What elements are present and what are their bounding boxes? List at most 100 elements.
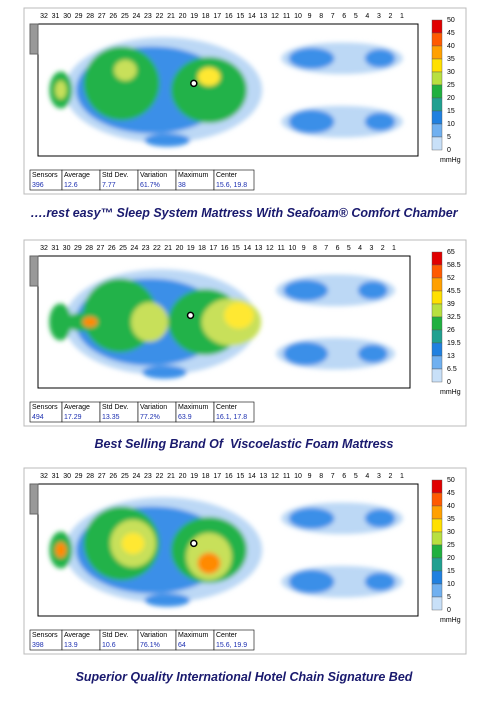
stats-value: 396 bbox=[32, 182, 44, 189]
column-label: 14 bbox=[248, 13, 256, 20]
stats-header: Sensors bbox=[32, 172, 58, 179]
pressure-blob bbox=[197, 552, 221, 574]
stats-value: 7.77 bbox=[102, 182, 116, 189]
column-label: 26 bbox=[108, 245, 116, 252]
pressure-blob bbox=[283, 341, 329, 366]
scale-band bbox=[431, 596, 443, 611]
column-label: 24 bbox=[130, 245, 138, 252]
scale-label: 65 bbox=[447, 249, 455, 256]
column-label: 9 bbox=[308, 13, 312, 20]
stats-value: 12.6 bbox=[64, 182, 78, 189]
column-label: 18 bbox=[202, 473, 210, 480]
scale-label: 35 bbox=[447, 516, 455, 523]
stats-value: 13.9 bbox=[64, 642, 78, 649]
pressure-blob bbox=[55, 80, 67, 100]
column-label: 15 bbox=[236, 13, 244, 20]
scale-label: 10 bbox=[447, 121, 455, 128]
column-label: 22 bbox=[153, 245, 161, 252]
column-label: 22 bbox=[156, 473, 164, 480]
scale-band bbox=[431, 570, 443, 585]
column-label: 27 bbox=[97, 245, 105, 252]
scale-label: 0 bbox=[447, 147, 451, 154]
scale-band bbox=[431, 368, 443, 383]
scale-label: 10 bbox=[447, 581, 455, 588]
pressure-blob bbox=[224, 302, 254, 329]
map-tab bbox=[29, 483, 39, 515]
scale-band bbox=[431, 264, 443, 279]
scale-label: 20 bbox=[447, 95, 455, 102]
scale-band bbox=[431, 518, 443, 533]
caption: Superior Quality International Hotel Cha… bbox=[75, 670, 413, 684]
column-label: 14 bbox=[243, 245, 251, 252]
column-label: 21 bbox=[164, 245, 172, 252]
scale-band bbox=[431, 110, 443, 125]
scale-unit: mmHg bbox=[440, 617, 461, 624]
column-label: 3 bbox=[369, 245, 373, 252]
column-label: 28 bbox=[86, 473, 94, 480]
stats-value: 61.7% bbox=[140, 182, 160, 189]
column-label: 4 bbox=[365, 473, 369, 480]
column-label: 1 bbox=[400, 473, 404, 480]
pressure-blob bbox=[288, 109, 335, 134]
column-label: 29 bbox=[74, 245, 82, 252]
column-label: 29 bbox=[75, 13, 83, 20]
pressure-blob bbox=[364, 49, 396, 68]
scale-band bbox=[431, 492, 443, 507]
scale-label: 25 bbox=[447, 542, 455, 549]
column-label: 7 bbox=[331, 13, 335, 20]
pressure-blob bbox=[288, 569, 335, 594]
stats-cell bbox=[213, 629, 255, 651]
column-label: 5 bbox=[354, 473, 358, 480]
column-label: 6 bbox=[342, 13, 346, 20]
column-label: 3 bbox=[377, 473, 381, 480]
column-label: 9 bbox=[302, 245, 306, 252]
column-label: 4 bbox=[358, 245, 362, 252]
column-label: 27 bbox=[98, 13, 106, 20]
column-label: 8 bbox=[319, 473, 323, 480]
stats-value: 16.1, 17.8 bbox=[216, 414, 247, 421]
column-label: 30 bbox=[63, 13, 71, 20]
column-label: 23 bbox=[142, 245, 150, 252]
stats-cell bbox=[213, 169, 255, 191]
scale-band bbox=[431, 557, 443, 572]
center-marker bbox=[190, 79, 198, 88]
stats-header: Variation bbox=[140, 632, 167, 639]
column-label: 10 bbox=[294, 13, 302, 20]
column-label: 12 bbox=[271, 13, 279, 20]
scale-label: 26 bbox=[447, 327, 455, 334]
column-label: 9 bbox=[308, 473, 312, 480]
scale-band bbox=[431, 290, 443, 305]
pressure-blob bbox=[288, 507, 335, 529]
column-label: 24 bbox=[132, 13, 140, 20]
pressure-blob bbox=[144, 133, 190, 147]
column-label: 13 bbox=[260, 13, 268, 20]
scale-band bbox=[431, 583, 443, 598]
scale-unit: mmHg bbox=[440, 157, 461, 164]
column-label: 11 bbox=[283, 13, 290, 20]
scale-band bbox=[431, 277, 443, 292]
stats-header: Average bbox=[64, 172, 90, 179]
scale-label: 52 bbox=[447, 275, 455, 282]
column-label: 8 bbox=[313, 245, 317, 252]
scale-band bbox=[431, 479, 443, 494]
column-label: 6 bbox=[336, 245, 340, 252]
column-label: 31 bbox=[52, 13, 60, 20]
column-label: 16 bbox=[225, 13, 233, 20]
pressure-blob bbox=[357, 344, 388, 363]
column-label: 23 bbox=[144, 13, 152, 20]
scale-label: 40 bbox=[447, 503, 455, 510]
scale-band bbox=[431, 45, 443, 60]
column-label: 20 bbox=[179, 473, 187, 480]
stats-header: Std Dev. bbox=[102, 404, 128, 411]
column-label: 19 bbox=[190, 13, 198, 20]
scale-label: 45.5 bbox=[447, 288, 461, 295]
pressure-blob bbox=[364, 572, 396, 591]
pressure-blob bbox=[121, 532, 145, 554]
scale-label: 5 bbox=[447, 134, 451, 141]
scale-band bbox=[431, 32, 443, 47]
scale-label: 40 bbox=[447, 43, 455, 50]
column-label: 20 bbox=[179, 13, 187, 20]
scale-band bbox=[431, 136, 443, 151]
stats-value: 63.9 bbox=[178, 414, 192, 421]
scale-label: 5 bbox=[447, 594, 451, 601]
